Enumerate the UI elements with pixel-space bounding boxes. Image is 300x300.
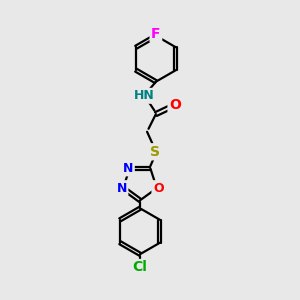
Text: N: N — [116, 182, 127, 195]
Text: F: F — [151, 27, 160, 41]
Text: O: O — [169, 98, 181, 112]
Text: HN: HN — [134, 89, 155, 102]
Text: Cl: Cl — [133, 260, 147, 274]
Text: O: O — [153, 182, 164, 195]
Text: S: S — [150, 145, 160, 159]
Text: N: N — [123, 162, 133, 175]
